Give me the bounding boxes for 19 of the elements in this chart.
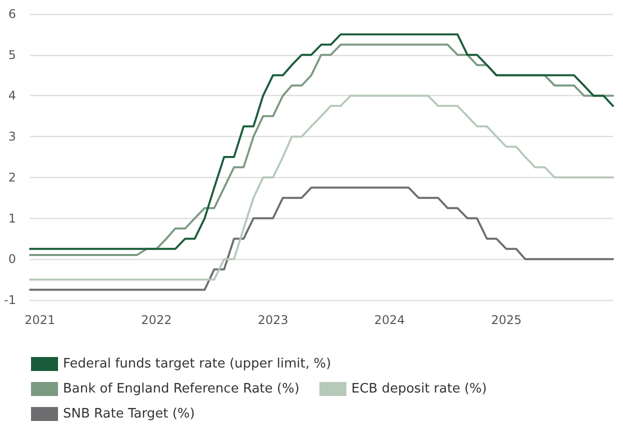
x-tick-label: 2023 [258, 313, 288, 327]
y-tick-label: 3 [8, 130, 16, 144]
y-tick-label: 2 [8, 170, 16, 184]
y-tick-label: -1 [4, 293, 16, 307]
y-tick-label: 4 [8, 88, 16, 103]
y-tick-label: 0 [8, 252, 16, 266]
y-tick-label: 5 [8, 48, 16, 62]
x-tick-label: 2024 [374, 313, 405, 327]
legend-label: ECB deposit rate (%) [351, 382, 487, 396]
y-tick-label: 6 [8, 7, 16, 21]
line-series [29, 94, 614, 281]
legend-label: Bank of England Reference Rate (%) [63, 382, 300, 396]
x-tick-label: 2022 [141, 313, 172, 327]
legend-label: SNB Rate Target (%) [63, 406, 195, 422]
line-series [29, 186, 614, 291]
x-tick-label: 2021 [24, 313, 56, 327]
x-tick-label: 2025 [491, 313, 522, 327]
legend-label: Federal funds target rate (upper limit, %) [63, 356, 332, 372]
y-tick-label: 1 [8, 211, 16, 226]
